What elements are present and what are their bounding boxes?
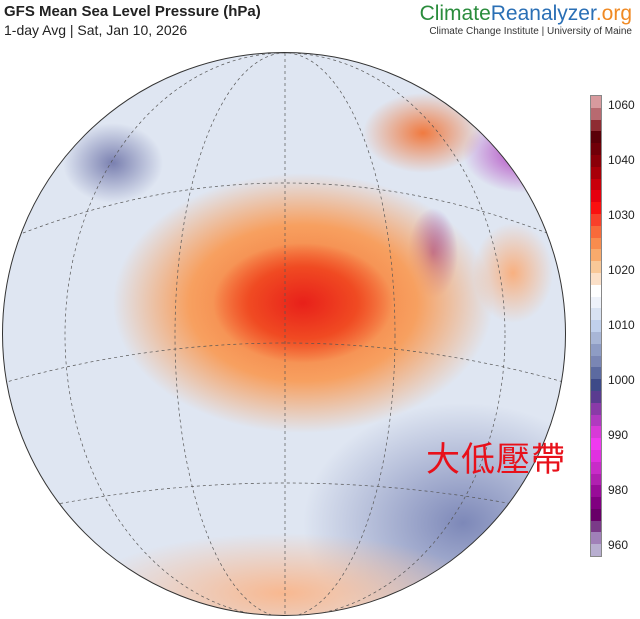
map-subtitle: 1-day Avg | Sat, Jan 10, 2026 bbox=[4, 22, 188, 38]
colorbar-segment bbox=[591, 225, 601, 238]
colorbar-segment bbox=[591, 284, 601, 297]
brand-climate: Climate bbox=[419, 2, 491, 25]
colorbar-segment bbox=[591, 308, 601, 321]
brand-reanalyzer: Reanalyzer bbox=[490, 2, 596, 25]
colorbar-segment bbox=[591, 178, 601, 191]
colorbar-tick-label: 1020 bbox=[608, 263, 635, 277]
colorbar-segment bbox=[591, 331, 601, 344]
colorbar-tick-label: 1060 bbox=[608, 98, 635, 112]
graticule bbox=[3, 53, 565, 615]
colorbar-segment bbox=[591, 379, 601, 391]
annotation-low-pressure-belt: 大低壓帶 bbox=[426, 440, 566, 480]
colorbar-segment bbox=[591, 461, 601, 474]
colorbar-segment bbox=[591, 119, 601, 132]
colorbar-segment bbox=[591, 107, 601, 120]
colorbar-tick-label: 1000 bbox=[608, 373, 635, 387]
colorbar-segment bbox=[591, 213, 601, 226]
colorbar-tick-label: 1030 bbox=[608, 208, 635, 222]
colorbar-segment bbox=[591, 249, 601, 262]
colorbar-segment bbox=[591, 414, 601, 427]
pressure-globe-map bbox=[2, 52, 566, 616]
colorbar-segment bbox=[591, 131, 601, 144]
colorbar-segment bbox=[591, 438, 601, 450]
colorbar-segment bbox=[591, 272, 601, 285]
colorbar-tick-label: 990 bbox=[608, 428, 629, 442]
colorbar-tick-label: 980 bbox=[608, 483, 629, 497]
colorbar-segment bbox=[591, 154, 601, 167]
colorbar-segment bbox=[591, 473, 601, 486]
colorbar-segment bbox=[591, 343, 601, 356]
colorbar-segment bbox=[591, 143, 601, 155]
colorbar-tick-label: 960 bbox=[608, 538, 629, 552]
colorbar-segment bbox=[591, 190, 601, 203]
brand-logo[interactable]: ClimateReanalyzer.org bbox=[420, 2, 632, 26]
pressure-colorbar bbox=[590, 95, 602, 557]
colorbar-tick-label: 1040 bbox=[608, 153, 635, 167]
colorbar-segment bbox=[591, 261, 601, 273]
colorbar-segment bbox=[591, 202, 601, 214]
map-title: GFS Mean Sea Level Pressure (hPa) bbox=[4, 3, 261, 20]
colorbar-segment bbox=[591, 544, 601, 557]
colorbar-segment bbox=[591, 320, 601, 332]
colorbar-segment bbox=[591, 402, 601, 415]
colorbar-segment bbox=[591, 449, 601, 462]
colorbar-segment bbox=[591, 237, 601, 250]
colorbar-segment bbox=[591, 296, 601, 309]
colorbar-segment bbox=[591, 367, 601, 380]
colorbar-segment bbox=[591, 508, 601, 521]
colorbar-segment bbox=[591, 485, 601, 498]
colorbar-segment bbox=[591, 497, 601, 509]
colorbar-segment bbox=[591, 426, 601, 439]
colorbar-segment bbox=[591, 355, 601, 368]
colorbar-segment bbox=[591, 166, 601, 179]
brand-org: .org bbox=[595, 2, 632, 25]
colorbar-segment bbox=[591, 390, 601, 403]
colorbar-segment bbox=[591, 520, 601, 533]
colorbar-segment bbox=[591, 532, 601, 545]
colorbar-segment bbox=[591, 96, 601, 108]
colorbar-tick-label: 1010 bbox=[608, 318, 635, 332]
institution-label: Climate Change Institute | University of… bbox=[429, 26, 632, 37]
